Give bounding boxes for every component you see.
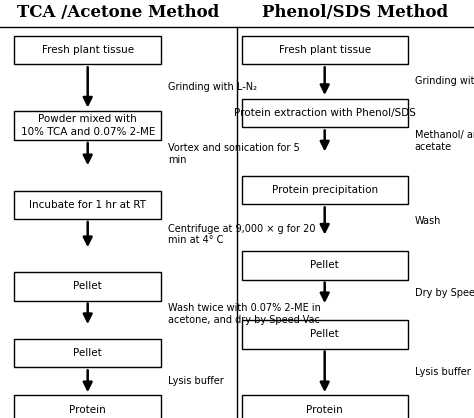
Bar bbox=[242, 320, 408, 349]
Text: Pellet: Pellet bbox=[310, 329, 339, 339]
Text: Protein: Protein bbox=[69, 405, 106, 415]
Bar bbox=[242, 251, 408, 280]
Text: Pellet: Pellet bbox=[310, 260, 339, 270]
Text: Protein extraction with Phenol/SDS: Protein extraction with Phenol/SDS bbox=[234, 108, 416, 118]
Bar bbox=[242, 36, 408, 64]
Text: Vortex and sonication for 5
min: Vortex and sonication for 5 min bbox=[168, 143, 300, 165]
Text: TCA /Acetone Method: TCA /Acetone Method bbox=[18, 4, 219, 21]
Bar bbox=[14, 272, 161, 301]
Text: Pellet: Pellet bbox=[73, 348, 102, 358]
Text: Centrifuge at 9,000 × g for 20
min at 4° C: Centrifuge at 9,000 × g for 20 min at 4°… bbox=[168, 224, 316, 245]
Bar bbox=[242, 395, 408, 418]
Text: Methanol/ ammonium
acetate: Methanol/ ammonium acetate bbox=[415, 130, 474, 152]
Text: Lysis buffer: Lysis buffer bbox=[168, 376, 224, 386]
Bar bbox=[14, 111, 161, 140]
Text: Grinding with L-N₂: Grinding with L-N₂ bbox=[415, 76, 474, 86]
Text: Lysis buffer: Lysis buffer bbox=[415, 367, 471, 377]
Text: Protein precipitation: Protein precipitation bbox=[272, 185, 378, 195]
Bar bbox=[14, 36, 161, 64]
Text: Phenol/SDS Method: Phenol/SDS Method bbox=[263, 4, 448, 21]
Bar bbox=[14, 191, 161, 219]
Text: Pellet: Pellet bbox=[73, 281, 102, 291]
Text: Fresh plant tissue: Fresh plant tissue bbox=[279, 45, 371, 55]
Bar bbox=[242, 99, 408, 127]
Text: Grinding with L-N₂: Grinding with L-N₂ bbox=[168, 82, 257, 92]
Text: Wash twice with 0.07% 2-ME in
acetone, and dry by Speed-Vac: Wash twice with 0.07% 2-ME in acetone, a… bbox=[168, 303, 321, 324]
Text: Fresh plant tissue: Fresh plant tissue bbox=[42, 45, 134, 55]
Text: Incubate for 1 hr at RT: Incubate for 1 hr at RT bbox=[29, 200, 146, 210]
Text: Dry by Speed-Vac: Dry by Speed-Vac bbox=[415, 288, 474, 298]
Text: Protein: Protein bbox=[306, 405, 343, 415]
Bar bbox=[242, 176, 408, 204]
Text: Wash: Wash bbox=[415, 216, 441, 226]
Bar bbox=[14, 395, 161, 418]
Text: Powder mixed with
10% TCA and 0.07% 2-ME: Powder mixed with 10% TCA and 0.07% 2-ME bbox=[20, 114, 155, 137]
Bar bbox=[14, 339, 161, 367]
